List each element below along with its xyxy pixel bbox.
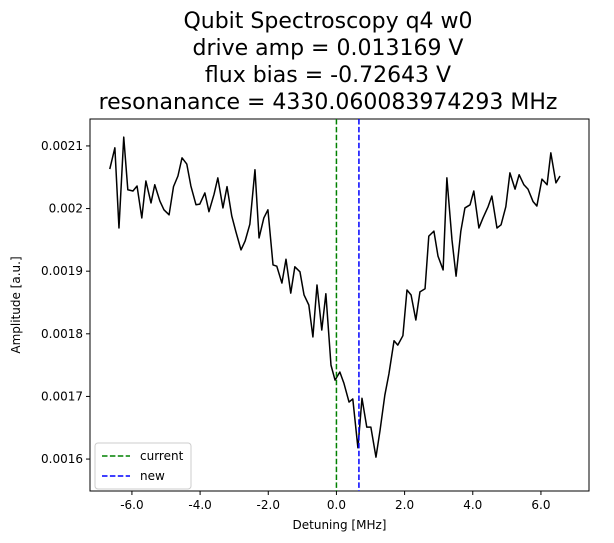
x-tick-label: 0.0	[327, 498, 346, 512]
y-tick-label: 0.0018	[41, 327, 83, 341]
legend-label: current	[140, 449, 184, 463]
x-tick-label: 4.0	[463, 498, 482, 512]
x-tick-label: -6.0	[120, 498, 143, 512]
y-axis-label: Amplitude [a.u.]	[9, 256, 23, 353]
data-line	[109, 136, 561, 458]
x-tick-label: 2.0	[395, 498, 414, 512]
y-tick-label: 0.0019	[41, 264, 83, 278]
x-tick-label: 6.0	[531, 498, 550, 512]
y-tick-label: 0.002	[49, 202, 83, 216]
y-tick-label: 0.0016	[41, 452, 83, 466]
plot-frame	[89, 118, 590, 492]
x-tick-label: -4.0	[188, 498, 211, 512]
legend-box	[94, 442, 192, 490]
chart-title: drive amp = 0.013169 V	[193, 36, 464, 61]
y-tick-label: 0.0017	[41, 389, 83, 403]
legend-label: new	[140, 469, 165, 483]
x-tick-label: -2.0	[257, 498, 280, 512]
x-axis-label: Detuning [MHz]	[293, 518, 387, 532]
chart-title: Qubit Spectroscopy q4 w0	[183, 9, 472, 34]
y-tick-label: 0.0021	[41, 139, 83, 153]
chart-title: resonanance = 4330.060083974293 MHz	[99, 90, 558, 115]
chart-title: flux bias = -0.72643 V	[205, 63, 451, 88]
